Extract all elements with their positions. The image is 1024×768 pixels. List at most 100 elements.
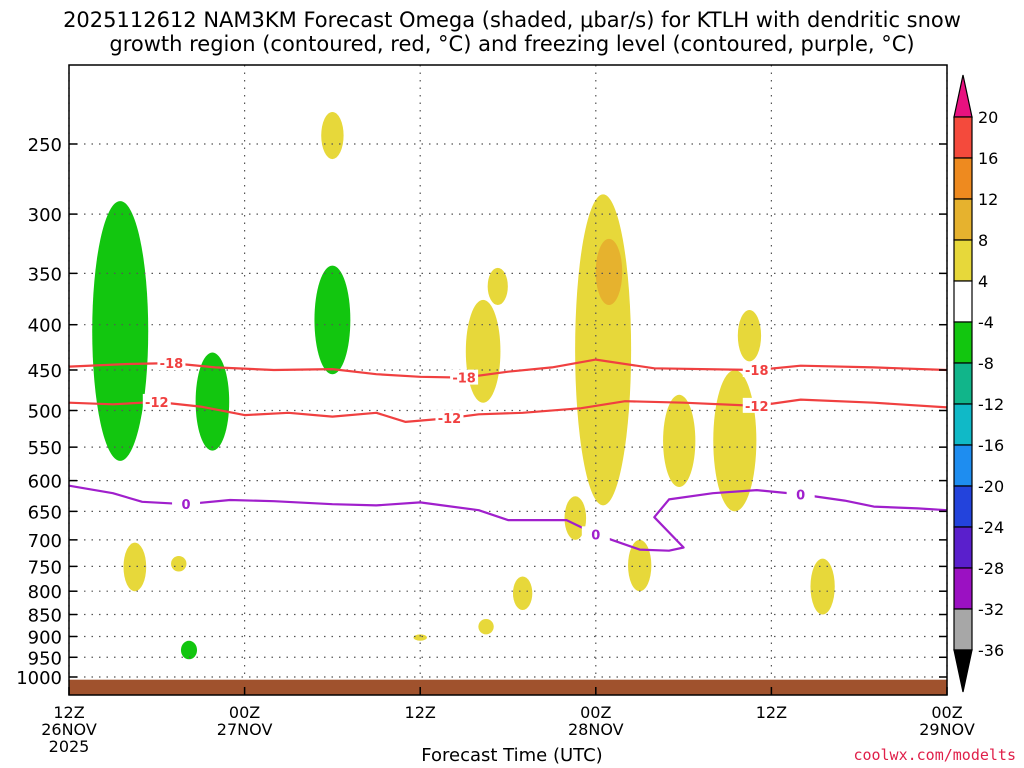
contour-label-freezing_0-0: 0 bbox=[182, 498, 191, 513]
contour-label-dgz_minus18-0: -18 bbox=[160, 357, 184, 372]
ytick-label-650: 650 bbox=[28, 502, 62, 523]
ytick-label-850: 850 bbox=[28, 606, 62, 627]
colorbar-box-9 bbox=[953, 485, 973, 528]
omega-region-4 bbox=[321, 111, 344, 160]
colorbar-box-12 bbox=[953, 608, 973, 651]
colorbar-label-11: -28 bbox=[978, 559, 1004, 578]
xtick-label-0-3: 2025 bbox=[49, 737, 90, 756]
omega-region-16 bbox=[478, 619, 494, 635]
xtick-label-60-1: 00Z bbox=[931, 703, 962, 722]
colorbar-label-8: -16 bbox=[978, 436, 1004, 455]
colorbar-box-6 bbox=[953, 362, 973, 405]
omega-region-12 bbox=[512, 576, 533, 610]
contour-label-dgz_minus18-2: -18 bbox=[745, 364, 769, 379]
omega-shading-layer bbox=[92, 111, 835, 660]
ytick-label-800: 800 bbox=[28, 582, 62, 603]
ytick-label-350: 350 bbox=[28, 264, 62, 285]
omega-region-18 bbox=[487, 267, 508, 305]
ytick-label-250: 250 bbox=[28, 135, 62, 156]
omega-region-7 bbox=[595, 238, 623, 305]
xtick-label-48-1: 12Z bbox=[756, 703, 787, 722]
ground-layer bbox=[69, 679, 947, 695]
omega-region-3 bbox=[180, 640, 198, 660]
omega-region-14 bbox=[123, 542, 147, 592]
contour-label-dgz_minus12-0: -12 bbox=[145, 396, 169, 411]
xtick-label-60-2: 29NOV bbox=[919, 720, 975, 739]
ytick-label-400: 400 bbox=[28, 316, 62, 337]
colorbar-label-7: -12 bbox=[978, 395, 1004, 414]
contour-label-freezing_0-1: 0 bbox=[591, 528, 600, 543]
contour-label-bg-dgz_minus12-1 bbox=[435, 410, 464, 426]
axes-layer bbox=[68, 64, 948, 696]
contour-label-dgz_minus18-1: -18 bbox=[452, 372, 476, 387]
omega-region-19 bbox=[737, 310, 762, 362]
chart-title-line1: 2025112612 NAM3KM Forecast Omega (shaded… bbox=[63, 8, 961, 32]
colorbar-label-2: 12 bbox=[978, 190, 998, 209]
omega-region-17 bbox=[413, 634, 427, 641]
xtick-label-12-1: 00Z bbox=[229, 703, 260, 722]
colorbar-box-1 bbox=[953, 157, 973, 200]
contour-label-bg-freezing_0-1 bbox=[581, 526, 610, 542]
xtick-label-0-1: 12Z bbox=[53, 703, 84, 722]
xtick-label-24-1: 12Z bbox=[405, 703, 436, 722]
colorbar-label-4: 4 bbox=[978, 272, 988, 291]
omega-region-2 bbox=[314, 265, 351, 375]
omega-region-6 bbox=[575, 194, 632, 506]
contour-freezing_0 bbox=[68, 484, 948, 552]
colorbar-box-0 bbox=[953, 116, 973, 159]
contour-label-bg-dgz_minus18-0 bbox=[157, 355, 186, 371]
colorbar-box-3 bbox=[953, 239, 973, 282]
xtick-label-12-2: 27NOV bbox=[217, 720, 273, 739]
y-tick-labels: 2503003504004505005506006507007508008509… bbox=[16, 135, 947, 689]
omega-region-1 bbox=[195, 352, 230, 451]
contour-label-bg-dgz_minus12-0 bbox=[142, 393, 171, 409]
colorbar-box-4 bbox=[953, 280, 973, 323]
ytick-label-700: 700 bbox=[28, 531, 62, 552]
colorbar-label-13: -36 bbox=[978, 641, 1004, 660]
ground-strip bbox=[69, 679, 947, 695]
site-credit[interactable]: coolwx.com/modelts bbox=[853, 746, 1016, 764]
colorbar-label-0: 20 bbox=[978, 108, 998, 127]
omega-region-10 bbox=[564, 496, 587, 540]
contour-label-bg-freezing_0-0 bbox=[172, 496, 201, 512]
ytick-label-950: 950 bbox=[28, 648, 62, 669]
xtick-label-36-1: 00Z bbox=[580, 703, 611, 722]
xtick-label-36-2: 28NOV bbox=[568, 720, 624, 739]
contour-label-dgz_minus12-2: -12 bbox=[745, 400, 769, 415]
omega-region-13 bbox=[810, 558, 835, 615]
contour-label-bg-dgz_minus18-2 bbox=[742, 361, 771, 377]
colorbar: 20 16 12 8 4 -4 -8 -12 -16 -20 -24 -28 -32 -36 bbox=[953, 74, 1004, 693]
contour-label-bg-dgz_minus12-2 bbox=[742, 397, 771, 413]
contour-label-freezing_0-2: 0 bbox=[796, 488, 805, 503]
chart-title-line2: growth region (contoured, red, °C) and f… bbox=[109, 32, 915, 56]
contour-label-bg-dgz_minus18-1 bbox=[450, 369, 479, 385]
x-axis-label: Forecast Time (UTC) bbox=[421, 745, 603, 766]
ytick-label-900: 900 bbox=[28, 627, 62, 648]
colorbar-box-11 bbox=[953, 567, 973, 610]
ytick-label-450: 450 bbox=[28, 361, 62, 382]
ytick-label-750: 750 bbox=[28, 557, 62, 578]
ytick-label-500: 500 bbox=[28, 402, 62, 423]
colorbar-label-3: 8 bbox=[978, 231, 988, 250]
contours-layer: -18 -18 -18 -12 -12 -12 0 0 0 bbox=[68, 355, 948, 552]
colorbar-box-2 bbox=[953, 198, 973, 241]
colorbar-box-7 bbox=[953, 403, 973, 446]
ytick-label-600: 600 bbox=[28, 472, 62, 493]
colorbar-box-8 bbox=[953, 444, 973, 487]
colorbar-label-10: -24 bbox=[978, 518, 1004, 537]
ytick-label-550: 550 bbox=[28, 438, 62, 459]
colorbar-box-10 bbox=[953, 526, 973, 569]
colorbar-label-9: -20 bbox=[978, 477, 1004, 496]
colorbar-bottom-triangle bbox=[953, 649, 973, 693]
colorbar-label-6: -8 bbox=[978, 354, 994, 373]
plot-frame bbox=[68, 64, 948, 696]
xtick-label-0-2: 26NOV bbox=[41, 720, 97, 739]
omega-region-5 bbox=[465, 299, 501, 403]
colorbar-box-5 bbox=[953, 321, 973, 364]
colorbar-label-5: -4 bbox=[978, 313, 994, 332]
omega-region-0 bbox=[92, 201, 149, 461]
omega-region-11 bbox=[628, 539, 652, 592]
ytick-label-1000: 1000 bbox=[16, 668, 62, 689]
